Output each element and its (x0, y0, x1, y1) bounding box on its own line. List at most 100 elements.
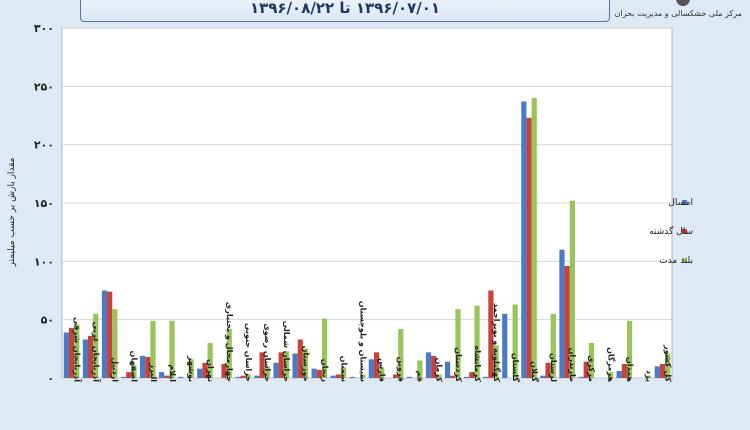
x-tick-label: هرمزگان (606, 347, 616, 382)
y-tick-label: ۲۵۰ (34, 80, 54, 93)
bar (202, 362, 208, 378)
y-tick-label: ۰ (47, 372, 54, 385)
bar (646, 375, 652, 378)
bar (569, 200, 575, 378)
bar (654, 366, 660, 378)
bar (659, 364, 666, 378)
legend-swatch (682, 200, 687, 205)
bar (373, 352, 380, 378)
bar (188, 359, 194, 378)
x-tick-label: سمنان (339, 356, 348, 382)
bar (112, 309, 118, 378)
bar (150, 320, 156, 378)
bar (335, 374, 342, 378)
bar (145, 357, 151, 378)
x-tick-label: کرمانشاه (473, 346, 482, 383)
x-tick-label: کرمان (435, 358, 444, 383)
bar (316, 369, 322, 378)
bar (559, 249, 565, 378)
chart-bars (63, 98, 671, 378)
y-tick-label: ۱۵۰ (34, 197, 54, 210)
bar (292, 353, 298, 378)
bar (107, 291, 113, 378)
bar (545, 362, 551, 378)
legend-swatch (682, 229, 687, 234)
bar (540, 375, 546, 378)
x-tick-label: گیلان (530, 361, 540, 382)
bar (207, 343, 213, 378)
bar (521, 101, 527, 378)
bar (93, 313, 99, 378)
bar (425, 352, 432, 378)
bar (101, 290, 108, 378)
legend-label: بلند مدت (659, 256, 693, 266)
x-tick-label: گلستان (511, 353, 521, 383)
x-tick-label: مرکزی (587, 355, 596, 382)
bar (82, 339, 88, 378)
bar (417, 360, 423, 378)
bar (616, 371, 622, 378)
x-tick-label: لرستان (549, 353, 558, 382)
bar (178, 376, 184, 378)
bar (444, 361, 451, 378)
x-tick-label: همدان (625, 357, 634, 383)
bar (197, 368, 203, 378)
x-tick-label: خراسان شمالی (282, 321, 291, 383)
organization-name: مرکز ملی خشکسالی و مدیریت بحران (614, 9, 742, 18)
bar (139, 355, 146, 378)
bar (436, 374, 442, 378)
x-tick-label: اردبیل (111, 357, 120, 382)
bar (131, 365, 137, 378)
x-tick-label: البرز (149, 362, 158, 382)
x-tick-label: اصفهان (130, 351, 139, 383)
bar (493, 345, 499, 378)
x-tick-label: آذربایجان غربی (92, 322, 102, 383)
bar (578, 376, 584, 378)
bar (379, 367, 385, 378)
x-tick-label: زنجان (320, 359, 329, 383)
bar (87, 336, 94, 378)
y-tick-label: ۲۰۰ (34, 139, 54, 152)
bar (74, 324, 80, 378)
bar (621, 364, 627, 378)
legend-swatch (682, 258, 687, 263)
x-tick-label: یزد (644, 370, 653, 382)
x-tick-label: خراسان رضوی (263, 323, 272, 382)
bar (283, 351, 290, 378)
date-range-title: ۱۳۹۶/۰۷/۰۱ تا ۱۳۹۶/۰۸/۲۲ (249, 0, 441, 17)
bar (607, 372, 614, 378)
bar (368, 359, 374, 378)
x-tick-label: فارس (377, 358, 387, 382)
x-tick-label: چهارمحال و بختیاری (225, 302, 234, 382)
bar (63, 332, 69, 378)
x-tick-label: آذربایجان شرقی (73, 317, 83, 382)
bar (431, 355, 437, 378)
bar (245, 374, 251, 378)
bar (455, 309, 461, 378)
bar (278, 352, 284, 378)
bar (302, 348, 309, 378)
x-tick-label: تهران (206, 359, 215, 382)
bar (474, 305, 480, 378)
bar (398, 329, 404, 378)
bar (159, 372, 165, 378)
legend-label: سال گذشته (649, 225, 693, 237)
x-axis-ticks: آذربایجان شرقی آذربایجان غربی اردبیل اصفهان… (73, 301, 673, 383)
bar (531, 98, 537, 378)
bar (450, 375, 456, 378)
bar (221, 364, 227, 378)
bar (360, 374, 366, 378)
x-tick-label: قم (416, 370, 425, 382)
x-tick-label: خراسان جنوبی (244, 323, 253, 382)
bar (264, 366, 270, 378)
y-tick-label: ۱۰۰ (34, 255, 54, 268)
x-tick-label: کردستان (454, 347, 463, 382)
bar (583, 361, 589, 378)
bar (588, 343, 595, 378)
organization-logo-icon (676, 0, 690, 6)
bar (120, 376, 127, 378)
x-tick-label: ایلام (168, 364, 177, 382)
y-axis-ticks: ۰ ۵۰ ۱۰۰ ۱۵۰ ۲۰۰ ۲۵۰ ۳۰۰ (34, 22, 54, 385)
bar (311, 368, 317, 378)
